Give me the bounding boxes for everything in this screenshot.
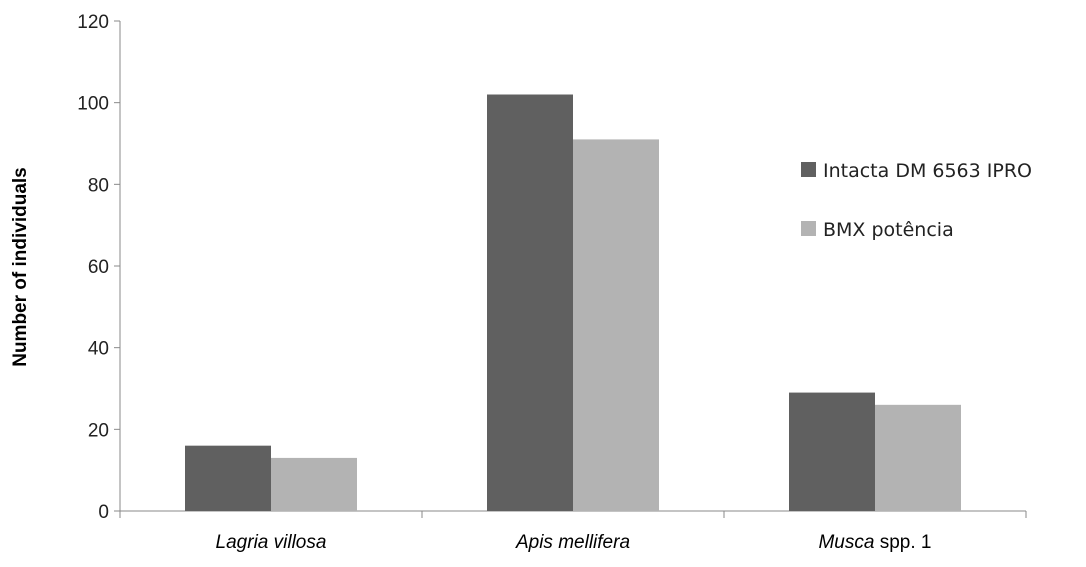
bars <box>185 94 961 511</box>
y-tick-label: 60 <box>88 257 109 278</box>
bar <box>185 445 271 511</box>
x-axis-categories: Lagria villosa Apis mellifera Musca spp. 1 <box>119 511 1027 553</box>
y-axis-ticks: 0 20 40 60 80 100 120 <box>77 12 120 523</box>
bar <box>573 139 659 511</box>
y-tick-label: 120 <box>77 12 109 33</box>
x-category-label: Lagria villosa <box>216 532 327 553</box>
y-tick-label: 100 <box>77 94 109 115</box>
y-tick-label: 0 <box>98 502 109 523</box>
x-category-label: Apis mellifera <box>515 532 630 553</box>
bar <box>875 404 961 511</box>
legend-swatch <box>801 221 816 236</box>
y-tick-label: 20 <box>88 420 109 441</box>
legend-label: BMX potência <box>823 219 954 241</box>
legend: Intacta DM 6563 IPRO BMX potência <box>801 160 1032 241</box>
y-tick-label: 80 <box>88 175 109 196</box>
y-tick-label: 40 <box>88 339 109 360</box>
bar <box>487 94 573 511</box>
bar <box>789 392 875 511</box>
bar <box>271 457 357 511</box>
y-axis-label: Number of individuals <box>10 167 31 367</box>
legend-swatch <box>801 162 816 177</box>
legend-label: Intacta DM 6563 IPRO <box>823 160 1032 182</box>
x-category-label: Musca spp. 1 <box>818 532 931 553</box>
